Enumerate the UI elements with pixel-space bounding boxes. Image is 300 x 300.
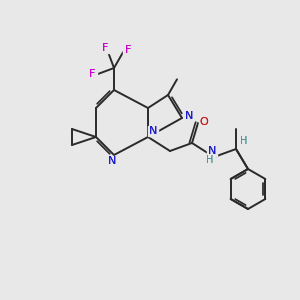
Bar <box>205 155 215 165</box>
Text: N: N <box>208 146 216 156</box>
Bar <box>123 45 133 55</box>
Text: F: F <box>101 43 108 53</box>
Text: F: F <box>125 45 131 55</box>
Text: N: N <box>149 126 157 136</box>
Bar <box>100 43 110 53</box>
Text: N: N <box>185 111 193 121</box>
Bar <box>87 69 97 79</box>
Bar <box>184 111 194 121</box>
Text: F: F <box>101 43 108 53</box>
Bar <box>207 146 217 156</box>
Text: N: N <box>108 156 116 166</box>
Text: N: N <box>149 126 157 136</box>
Text: H: H <box>240 136 248 146</box>
Text: O: O <box>200 117 208 127</box>
Text: N: N <box>108 156 116 166</box>
Text: F: F <box>89 69 95 79</box>
Text: N: N <box>208 146 216 156</box>
Text: F: F <box>89 69 95 79</box>
Text: N: N <box>185 111 193 121</box>
Text: H: H <box>240 136 248 146</box>
Text: H: H <box>206 155 214 165</box>
Bar <box>148 126 158 136</box>
Bar <box>199 117 209 127</box>
Text: H: H <box>206 155 214 165</box>
Bar <box>239 136 249 146</box>
Bar <box>107 156 117 166</box>
Text: F: F <box>125 45 131 55</box>
Text: O: O <box>200 117 208 127</box>
